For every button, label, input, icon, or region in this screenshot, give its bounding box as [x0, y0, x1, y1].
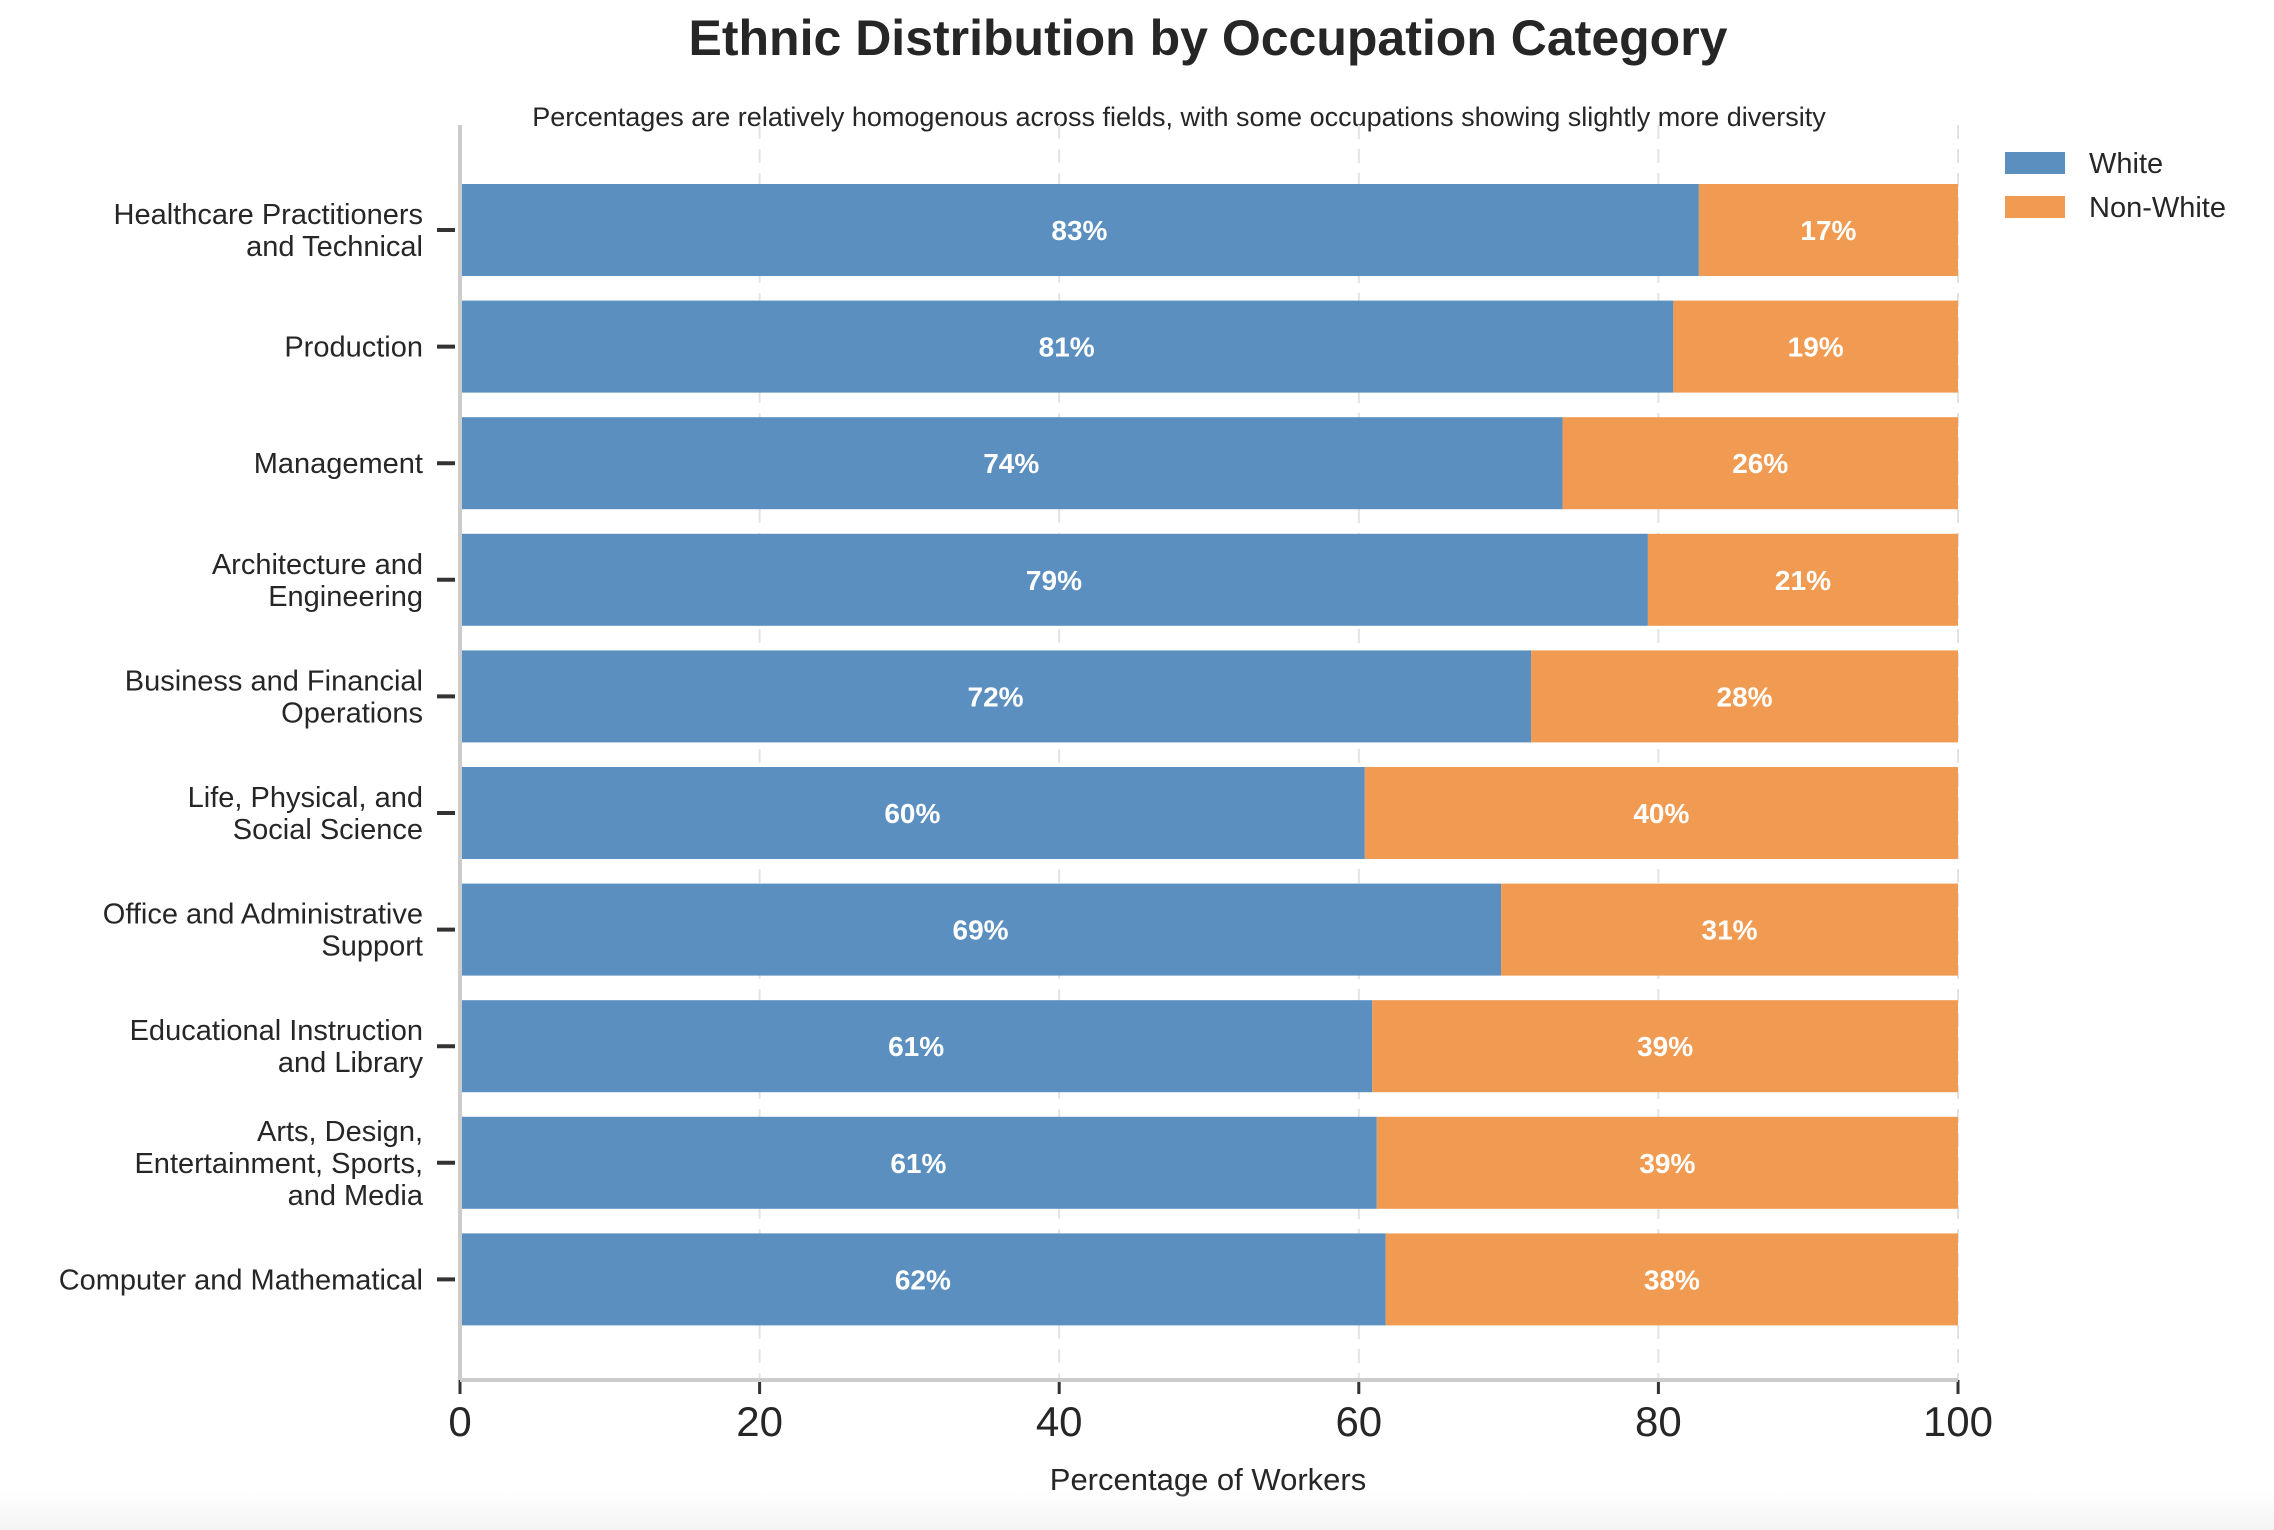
- bar-white: [460, 417, 1563, 510]
- bar-non-white: [1372, 1000, 1958, 1093]
- bar-non-white: [1385, 1233, 1958, 1326]
- bar-non-white: [1376, 1116, 1958, 1209]
- x-tick-label: 100: [1923, 1398, 1993, 1445]
- category-label-line: Social Science: [233, 814, 423, 846]
- category-label-line: Support: [321, 931, 423, 963]
- category-label-line: Management: [254, 448, 423, 480]
- legend-swatch: [2005, 152, 2065, 174]
- legend-label: White: [2089, 148, 2163, 180]
- category-label: Computer and Mathematical: [59, 1264, 423, 1296]
- category-label-line: Production: [284, 332, 423, 364]
- category-label: Architecture and Engineering: [212, 549, 423, 613]
- category-label-line: Operations: [281, 697, 423, 729]
- bar-value-label: 40%: [1633, 798, 1689, 829]
- bar-value-label: 28%: [1717, 681, 1773, 712]
- bar-value-label: 31%: [1702, 915, 1758, 946]
- bar-value-label: 61%: [890, 1148, 946, 1179]
- category-label: Production: [284, 332, 423, 364]
- bar-white: [460, 1000, 1373, 1093]
- legend: White Non-White: [2005, 148, 2226, 224]
- bar-non-white: [1647, 533, 1958, 626]
- bar-white: [460, 533, 1648, 626]
- bar-value-label: 69%: [953, 915, 1009, 946]
- category-label: Arts, Design, Entertainment, Sports, and M…: [134, 1116, 423, 1212]
- category-label-line: Entertainment, Sports,: [134, 1148, 423, 1180]
- bar-non-white: [1364, 767, 1958, 859]
- bar-white: [460, 184, 1699, 276]
- category-label-line: Healthcare Practitioners: [114, 199, 423, 231]
- category-label: Educational Instruction and Library: [130, 1015, 424, 1079]
- bar-value-label: 26%: [1732, 448, 1788, 479]
- bar-value-label: 19%: [1788, 332, 1844, 363]
- bar-non-white: [1501, 883, 1958, 976]
- category-label: Management: [254, 448, 423, 480]
- bar-value-label: 74%: [983, 448, 1039, 479]
- x-tick-label: 20: [736, 1398, 783, 1445]
- legend-label: Non-White: [2089, 192, 2226, 224]
- category-label-line: and Technical: [246, 231, 423, 263]
- x-tick-label: 0: [448, 1398, 471, 1445]
- bar-value-label: 62%: [895, 1264, 951, 1295]
- bar-value-label: 61%: [888, 1031, 944, 1062]
- bar-white: [460, 1116, 1377, 1209]
- category-label: Business and Financial Operations: [125, 665, 423, 729]
- bar-non-white: [1531, 650, 1958, 743]
- category-label-line: and Media: [288, 1180, 424, 1212]
- bottom-fade: [0, 1490, 2274, 1530]
- bar-white: [460, 1233, 1386, 1326]
- category-label-line: Educational Instruction: [130, 1015, 423, 1047]
- bar-non-white: [1562, 417, 1958, 510]
- axes: 0 20 40 60 80 100: [437, 125, 1993, 1445]
- bar-non-white: [1673, 300, 1958, 393]
- category-label: Office and Administrative Support: [103, 899, 423, 963]
- bar-white: [460, 767, 1365, 859]
- category-label-line: Engineering: [268, 581, 423, 613]
- x-tick-label: 60: [1335, 1398, 1382, 1445]
- bars: 83% 17% 81% 19% 74% 26% 79% 21% 72% 28% 60% 40% 69% 3…: [460, 184, 1958, 1326]
- category-label-line: Arts, Design,: [257, 1116, 423, 1148]
- bar-white: [460, 883, 1502, 976]
- category-label-line: Computer and Mathematical: [59, 1264, 423, 1296]
- category-labels: Healthcare Practitioners and Technical Pro…: [59, 199, 424, 1296]
- bar-value-label: 39%: [1637, 1031, 1693, 1062]
- category-label-line: and Library: [278, 1047, 424, 1079]
- category-label: Life, Physical, and Social Science: [188, 782, 423, 846]
- bar-white: [460, 650, 1532, 743]
- bar-non-white: [1698, 184, 1958, 276]
- bar-value-label: 72%: [968, 681, 1024, 712]
- bar-value-label: 60%: [884, 798, 940, 829]
- bar-value-label: 21%: [1775, 565, 1831, 596]
- bar-value-label: 39%: [1639, 1148, 1695, 1179]
- bar-value-label: 38%: [1644, 1264, 1700, 1295]
- bar-value-label: 79%: [1026, 565, 1082, 596]
- category-label-line: Architecture and: [212, 549, 423, 581]
- legend-swatch: [2005, 196, 2065, 218]
- bar-value-label: 81%: [1039, 332, 1095, 363]
- chart-subtitle: Percentages are relatively homogenous ac…: [532, 102, 1826, 132]
- category-label-line: Life, Physical, and: [188, 782, 423, 814]
- x-tick-label: 40: [1036, 1398, 1083, 1445]
- category-label: Healthcare Practitioners and Technical: [114, 199, 423, 263]
- bar-value-label: 83%: [1051, 215, 1107, 246]
- chart-title: Ethnic Distribution by Occupation Catego…: [689, 10, 1728, 66]
- bar-value-label: 17%: [1800, 215, 1856, 246]
- bar-white: [460, 300, 1674, 393]
- category-label-line: Office and Administrative: [103, 899, 423, 931]
- x-tick-label: 80: [1635, 1398, 1682, 1445]
- category-label-line: Business and Financial: [125, 665, 423, 697]
